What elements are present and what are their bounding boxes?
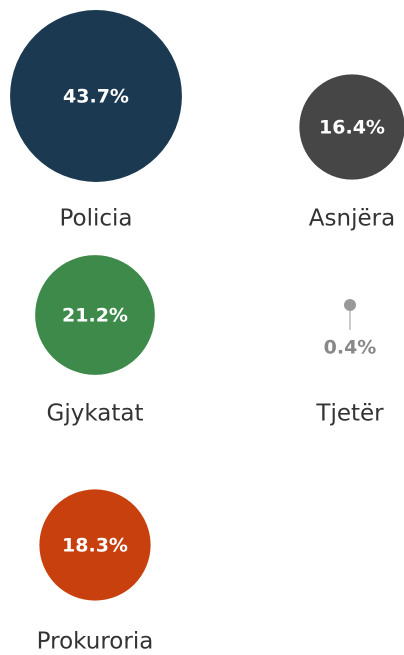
category-label: Tjetër [315, 401, 384, 427]
category-label: Gjykatat [47, 401, 144, 427]
bubble [35, 255, 155, 375]
value-label: 18.3% [62, 535, 128, 557]
value-label: 21.2% [62, 305, 128, 327]
bubble [10, 10, 182, 182]
bubble [344, 299, 356, 311]
value-label: 16.4% [319, 117, 385, 139]
value-label: 0.4% [324, 337, 377, 359]
bubble [39, 489, 151, 601]
category-label: Policia [59, 206, 132, 232]
bubble [299, 74, 404, 180]
category-label: Prokuroria [37, 629, 154, 655]
category-label: Asnjëra [309, 206, 395, 232]
value-label: 43.7% [63, 86, 129, 108]
